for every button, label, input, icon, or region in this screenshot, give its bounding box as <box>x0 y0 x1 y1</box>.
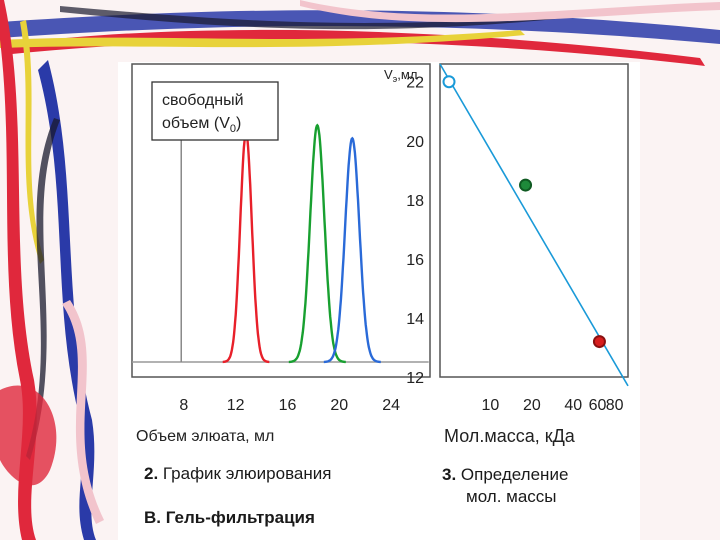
calibration-chart: Vэ,мл 12 14 16 18 20 22 10 20 40 60 80 Мол.масса, … <box>384 63 629 446</box>
calibration-x-axis-label: Мол.масса, кДа <box>444 426 576 446</box>
calibration-x-tick-label: 60 <box>589 397 607 414</box>
elution-plot-frame <box>131 63 431 378</box>
caption-mass: 3. Определение мол. массы <box>442 464 568 508</box>
figure-panel: 8 12 16 20 24 свободный объем (V0) Объем элю… <box>118 62 640 540</box>
frame-left-red-swirl <box>0 385 57 486</box>
caption-mass-line2: мол. массы <box>466 487 557 506</box>
calibration-y-tick-label: 22 <box>406 75 424 92</box>
calibration-x-tick-label: 20 <box>523 397 541 414</box>
annotation-line2: объем (V0) <box>162 115 241 135</box>
elution-x-tick-label: 12 <box>227 397 245 414</box>
caption-mass-line1: Определение <box>456 465 569 484</box>
calibration-y-tick-label: 14 <box>406 311 424 328</box>
calibration-y-tick-label: 20 <box>406 134 424 151</box>
calibration-x-tick-label: 10 <box>482 397 500 414</box>
elution-peak-3 <box>323 136 381 364</box>
calibration-x-tick-label: 80 <box>606 397 624 414</box>
calibration-point-1 <box>442 75 456 89</box>
frame-left-yellow-stroke <box>20 20 44 264</box>
annotation-box <box>151 81 279 141</box>
calibration-point-2 <box>519 178 533 192</box>
calibration-point-3 <box>592 335 606 349</box>
frame-top-dark-stroke <box>60 6 602 30</box>
calibration-y-axis-label: Vэ,мл <box>384 67 417 84</box>
calibration-plot-frame <box>439 63 629 378</box>
frame-left-dark-stroke <box>26 118 60 460</box>
elution-x-axis-label: Объем элюата, мл <box>136 428 274 445</box>
frame-left-pink-stroke <box>62 300 104 524</box>
elution-chart: 8 12 16 20 24 свободный объем (V0) Объем элю… <box>131 63 431 445</box>
elution-x-tick-label: 8 <box>179 397 188 414</box>
calibration-y-tick-label: 16 <box>406 252 424 269</box>
calibration-y-tick-label: 12 <box>406 370 424 387</box>
elution-x-tick-label: 16 <box>279 397 297 414</box>
frame-top-yellow-stroke <box>0 30 525 48</box>
calibration-x-tick-label: 40 <box>564 397 582 414</box>
caption-section: В. Гель-фильтрация <box>144 508 315 528</box>
elution-x-tick-label: 24 <box>382 397 400 414</box>
annotation-subscript: 0 <box>230 123 236 135</box>
caption-elution: 2. График элюирования <box>144 464 331 484</box>
caption-mass-number: 3. <box>442 465 457 484</box>
calibration-y-tick-label: 18 <box>406 193 424 210</box>
annotation-line1: свободный <box>162 92 244 109</box>
elution-x-tick-label: 20 <box>330 397 348 414</box>
caption-section-text: В. Гель-фильтрация <box>144 508 315 527</box>
elution-peak-2 <box>288 123 346 364</box>
calibration-fit-line <box>439 63 629 387</box>
frame-top-pink-stroke <box>300 0 720 23</box>
caption-elution-text: График элюирования <box>158 464 332 483</box>
caption-elution-number: 2. <box>144 464 159 483</box>
